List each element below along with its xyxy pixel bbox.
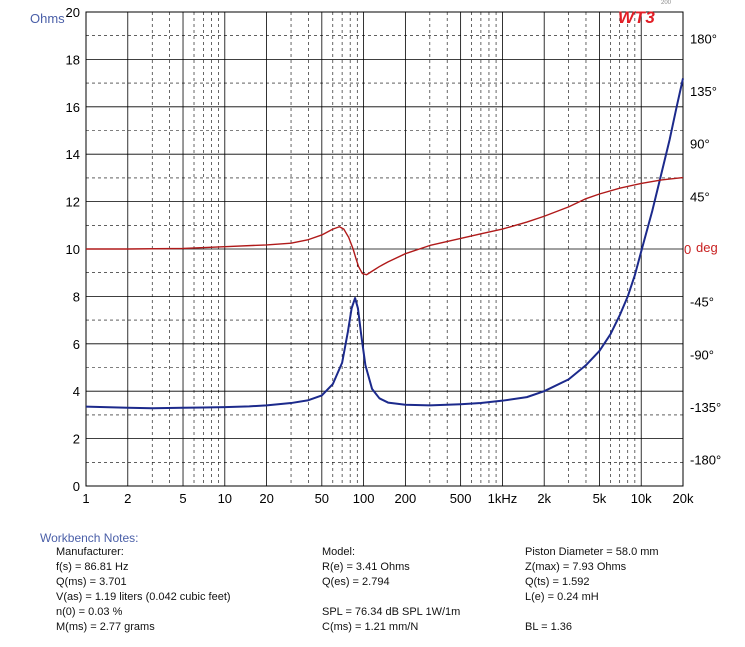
note-manufacturer: Manufacturer:: [56, 546, 124, 558]
x-tick-label: 2: [124, 491, 131, 506]
x-tick-label: 5k: [593, 491, 607, 506]
right-axis-unit-label: deg: [696, 240, 718, 255]
note-le: L(e) = 0.24 mH: [525, 591, 599, 603]
x-tick-label: 200: [395, 491, 417, 506]
left-tick-label: 8: [73, 289, 80, 304]
right-tick-label: 0: [684, 242, 691, 257]
note-spl: SPL = 76.34 dB SPL 1W/1m: [322, 606, 461, 618]
note-cms: C(ms) = 1.21 mm/N: [322, 621, 419, 633]
x-tick-label: 1: [82, 491, 89, 506]
right-tick-label: -180°: [690, 453, 721, 468]
note-piston-diameter: Piston Diameter = 58.0 mm: [525, 546, 659, 558]
note-qes: Q(es) = 2.794: [322, 576, 390, 588]
right-tick-label: 135°: [690, 84, 717, 99]
note-model: Model:: [322, 546, 356, 558]
x-tick-label: 10k: [631, 491, 652, 506]
left-axis-unit-label: Ohms: [30, 11, 65, 26]
curves: [85, 78, 684, 410]
x-tick-label: 100: [353, 491, 375, 506]
workbench-notes-title: Workbench Notes:: [40, 531, 139, 545]
right-tick-label: -90°: [690, 347, 714, 362]
x-tick-label: 2k: [537, 491, 551, 506]
left-tick-label: 16: [66, 100, 80, 115]
note-zmax: Z(max) = 7.93 Ohms: [525, 561, 627, 573]
left-tick-label: 0: [73, 479, 80, 494]
note-vas: V(as) = 1.19 liters (0.042 cubic feet): [56, 591, 231, 603]
right-tick-label: -135°: [690, 400, 721, 415]
left-tick-label: 4: [73, 384, 80, 399]
x-tick-label: 500: [450, 491, 472, 506]
left-tick-label: 12: [66, 195, 80, 210]
right-tick-label: -45°: [690, 295, 714, 310]
note-mms: M(ms) = 2.77 grams: [56, 621, 155, 633]
right-tick-label: 45°: [690, 189, 710, 204]
x-tick-label: 1kHz: [488, 491, 518, 506]
left-tick-label: 18: [66, 52, 80, 67]
minor-gridlines: [86, 12, 683, 486]
impedance-phase-chart: 02468101214161820-180°-135°-90°-45°045°9…: [30, 5, 722, 506]
left-tick-label: 2: [73, 432, 80, 447]
right-tick-label: 90°: [690, 137, 710, 152]
note-qms: Q(ms) = 3.701: [56, 576, 127, 588]
x-tick-label: 50: [315, 491, 329, 506]
phase-curve: [86, 176, 684, 276]
left-tick-label: 6: [73, 337, 80, 352]
x-tick-label: 10: [218, 491, 232, 506]
logo-superscript: 200: [661, 0, 672, 6]
wt3-logo: WT3: [618, 8, 656, 27]
note-fs: f(s) = 86.81 Hz: [56, 561, 129, 573]
right-tick-label: 180°: [690, 31, 717, 46]
note-bl: BL = 1.36: [525, 621, 572, 633]
note-qts: Q(ts) = 1.592: [525, 576, 590, 588]
x-tick-label: 5: [179, 491, 186, 506]
left-tick-label: 10: [66, 242, 80, 257]
axis-labels: 02468101214161820-180°-135°-90°-45°045°9…: [66, 5, 722, 506]
x-tick-label: 20k: [673, 491, 694, 506]
x-tick-label: 20: [259, 491, 273, 506]
left-tick-label: 20: [66, 5, 80, 20]
left-tick-label: 14: [66, 147, 80, 162]
impedance-curve: [85, 78, 684, 410]
note-n0: n(0) = 0.03 %: [56, 606, 123, 618]
note-re: R(e) = 3.41 Ohms: [322, 561, 410, 573]
